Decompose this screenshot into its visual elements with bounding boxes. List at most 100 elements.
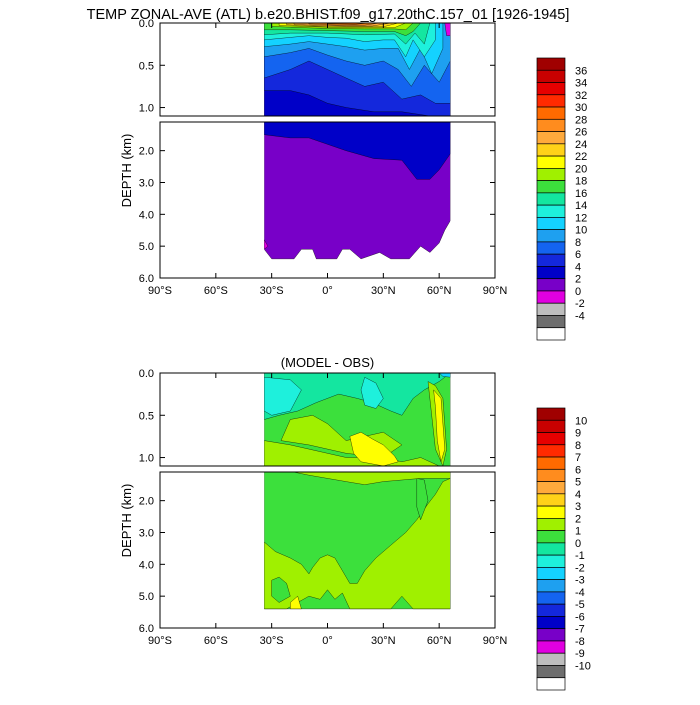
colorbar-label: 16 [575,188,587,200]
colorbar-swatch [536,131,566,145]
panel-gap [159,466,496,472]
y-tick-label: 5.0 [139,591,154,603]
colorbar-swatch [536,444,566,458]
panel-title: (MODEL - OBS) [281,355,374,370]
colorbar-swatch [536,456,566,470]
x-tick-label: 60°N [427,635,452,647]
colorbar-label: -4 [575,310,585,322]
contour-band [416,478,429,521]
colorbar-label: 8 [575,237,581,249]
y-axis-label: DEPTH (km) [119,134,134,208]
colorbar-swatch [536,69,566,83]
colorbar-swatch [536,481,566,495]
colorbar-label: 6 [575,249,581,261]
y-tick-label: 2.0 [139,496,154,508]
colorbar-swatch [536,554,566,568]
x-tick-label: 60°S [204,285,228,297]
figure-title: TEMP ZONAL-AVE (ATL) b.e20.BHIST.f09_g17… [87,7,570,23]
x-tick-label: 60°S [204,635,228,647]
colorbar-swatch [536,530,566,544]
colorbar-label: 10 [575,225,587,237]
contour-band [438,373,451,378]
colorbar-swatch [536,665,566,679]
colorbar-label: 8 [575,440,581,452]
x-tick-label: 90°N [483,285,508,297]
colorbar-swatch [536,253,566,267]
colorbar-swatch [536,327,566,341]
colorbar-label: 32 [575,90,587,102]
colorbar-swatch [536,640,566,654]
x-tick-label: 0° [322,285,333,297]
colorbar-swatch [536,579,566,593]
contour-fill-group [264,373,451,610]
colorbar-label: -8 [575,636,585,648]
colorbar-label: -10 [575,660,591,672]
colorbar-label: 26 [575,127,587,139]
x-tick-label: 30°S [260,285,284,297]
colorbar-label: 7 [575,452,581,464]
panel-gap [159,116,496,122]
colorbar-label: 18 [575,176,587,188]
colorbar-label: 1 [575,526,581,538]
x-tick-label: 0° [322,635,333,647]
colorbar-swatch [536,180,566,194]
colorbar-swatch [536,677,566,691]
y-tick-label: 0.5 [139,410,154,422]
colorbar-swatch [536,517,566,531]
colorbar-swatch [536,290,566,304]
colorbar-swatch [536,542,566,556]
colorbar-label: -9 [575,648,585,660]
colorbar-label: -5 [575,599,585,611]
x-tick-label: 90°S [148,635,172,647]
y-tick-label: 2.0 [139,146,154,158]
colorbar-swatch [536,204,566,218]
y-tick-label: 6.0 [139,623,154,635]
y-tick-label: 0.0 [139,18,154,30]
colorbar-swatch [536,241,566,255]
x-tick-label: 30°N [371,285,396,297]
contour-band [290,595,302,610]
contour-band [444,23,451,36]
colorbar-label: 0 [575,286,581,298]
colorbar-swatch [536,278,566,292]
colorbar-label: -3 [575,575,585,587]
colorbar-swatch [536,603,566,617]
colorbar-label: 9 [575,428,581,440]
colorbar-swatch [536,82,566,96]
x-tick-label: 30°S [260,635,284,647]
contour-band [264,376,302,416]
colorbar-label: 6 [575,464,581,476]
colorbar-label: -1 [575,550,585,562]
colorbar-label: 3 [575,501,581,513]
colorbar-swatch [536,167,566,181]
colorbar-swatch [536,468,566,482]
colorbar-swatch [536,57,566,71]
contour-band [264,239,269,250]
colorbar-swatch [536,315,566,329]
y-tick-label: 4.0 [139,559,154,571]
y-tick-label: 0.5 [139,60,154,72]
colorbar-label: 30 [575,102,587,114]
contour-fill-group [264,23,451,260]
contour-band [433,389,446,462]
x-tick-label: 90°N [483,635,508,647]
colorbar-swatch [536,155,566,169]
contour-band [271,576,291,603]
colorbar-swatch [536,143,566,157]
x-tick-label: 90°S [148,285,172,297]
x-tick-label: 30°N [371,635,396,647]
y-tick-label: 6.0 [139,273,154,285]
colorbar-swatch [536,432,566,446]
y-tick-label: 4.0 [139,209,154,221]
colorbar-label: 14 [575,200,587,212]
colorbar-swatch [536,229,566,243]
colorbar-swatch [536,407,566,421]
colorbar-swatch [536,106,566,120]
colorbar-swatch [536,419,566,433]
y-tick-label: 1.0 [139,453,154,465]
colorbar-swatch [536,266,566,280]
